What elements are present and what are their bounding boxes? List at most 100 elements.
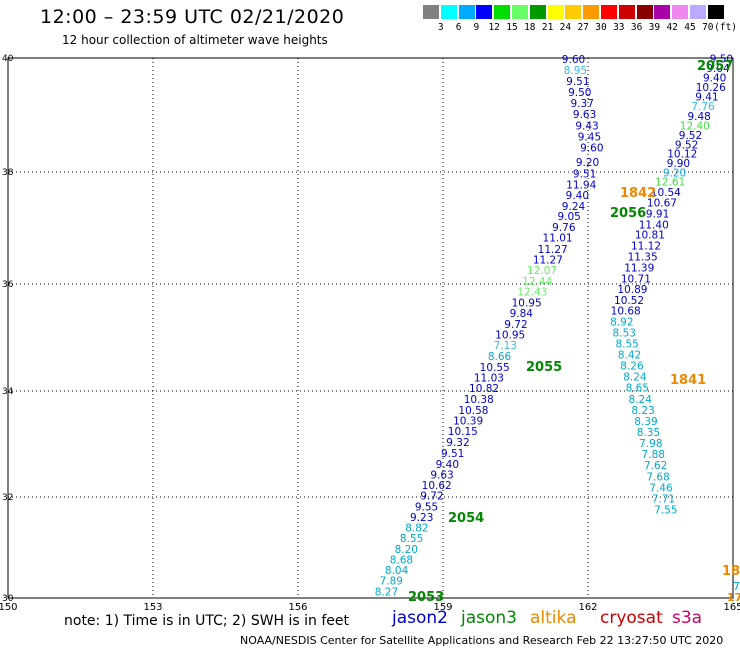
scale-swatch: [565, 5, 582, 19]
wave-height-value: 7.98: [639, 438, 662, 450]
wave-height-value: 12.61: [655, 176, 685, 188]
legend-jason2: jason2: [392, 608, 448, 628]
wave-height-value: 9.72: [420, 491, 443, 503]
wave-height-value: 9.40: [566, 190, 589, 202]
scale-label: 30: [595, 22, 607, 33]
axis-labels: 150 153 156 159 162 165 40 38 36 34 32 30: [0, 54, 740, 613]
wave-height-value: 8.35: [637, 427, 660, 439]
wave-height-value: 8.24: [623, 372, 647, 384]
wave-height-value: 8.53: [613, 327, 636, 339]
wave-height-value: 10.89: [617, 284, 647, 296]
pass-time-label: 2056: [610, 206, 646, 221]
wave-height-value: 8.26: [620, 361, 644, 373]
lat-tick-label: 32: [2, 493, 13, 503]
wave-height-value: 9.55: [415, 501, 438, 513]
wave-height-value: 8.92: [610, 316, 633, 328]
wave-height-value: 12.07: [527, 265, 557, 277]
map-frame: [7, 57, 734, 599]
scale-swatch: [547, 5, 564, 19]
wave-height-value: 10.95: [512, 297, 542, 309]
wave-height-value: 9.23: [410, 512, 433, 524]
wave-height-value: 8.24: [629, 394, 653, 406]
lon-tick-label: 162: [578, 602, 597, 613]
scale-swatch: [458, 5, 475, 19]
scale-swatch: [636, 5, 653, 19]
scale-label: 33: [613, 22, 625, 33]
wave-height-value: 10.26: [696, 82, 726, 94]
wave-height-value: 7.46: [649, 482, 673, 494]
wave-height-value: 7.88: [642, 449, 665, 461]
wave-height-value: 8.39: [634, 416, 657, 428]
wave-height-value: 12.43: [517, 287, 547, 299]
lon-tick-label: 153: [143, 602, 162, 613]
map-gridlines: [8, 58, 733, 598]
scale-label: 3: [437, 22, 444, 33]
wave-height-value: 10.55: [480, 362, 510, 374]
wave-height-value: 12.40: [680, 120, 710, 132]
clipped-label: 7: [733, 580, 740, 593]
wave-height-value: 8.20: [395, 544, 418, 556]
wave-height-value: 9.43: [575, 120, 598, 132]
wave-height-value: 11.01: [543, 233, 573, 245]
wave-height-value: 9.32: [446, 437, 469, 449]
wave-height-value: 9.20: [576, 157, 599, 169]
wave-height-value: 9.04: [706, 63, 730, 75]
lat-tick-label: 36: [2, 280, 14, 290]
scale-swatch: [583, 5, 600, 19]
wave-height-value: 9.84: [510, 308, 534, 320]
pass-time-label: 2054: [448, 511, 484, 526]
wave-height-value: 8.82: [405, 523, 428, 535]
wave-height-value: 9.24: [562, 201, 586, 213]
wave-height-value: 10.39: [453, 415, 483, 427]
wave-height-value: 9.63: [430, 469, 453, 481]
wave-height-value: 8.23: [631, 405, 654, 417]
wave-height-value: 10.62: [422, 480, 452, 492]
pass-time-label: 1842: [620, 186, 656, 201]
wave-height-value: 11.27: [538, 244, 568, 256]
wave-height-value: 9.60: [562, 54, 585, 66]
scale-swatch: [618, 5, 635, 19]
scale-swatch: [601, 5, 617, 19]
scale-label: 27: [577, 22, 589, 33]
scale-label: 42: [666, 22, 678, 33]
scale-swatch: [672, 5, 689, 19]
wave-height-value: 8.65: [626, 383, 649, 395]
wave-height-value: 8.68: [390, 554, 413, 566]
pass-time-label: 2053: [408, 590, 444, 605]
wave-height-value: 9.50: [710, 53, 733, 65]
wave-height-value: 9.20: [663, 168, 686, 180]
scale-label: 36: [630, 22, 643, 33]
wave-height-value: 10.95: [495, 330, 525, 342]
legend-s3a: s3a: [672, 608, 703, 628]
credit-line: NOAA/NESDIS Center for Satellite Applica…: [240, 634, 724, 647]
pass-2055: 8.6610.5511.0310.8210.3810.5810.3910.159…: [422, 351, 563, 492]
wave-height-value: 9.72: [504, 319, 527, 331]
wave-height-value: 9.51: [566, 76, 589, 88]
wave-height-value: 9.37: [571, 98, 594, 110]
lon-tick-label: 150: [0, 602, 18, 613]
scale-label: 15: [506, 22, 518, 33]
wave-height-value: 10.67: [647, 197, 677, 209]
wave-height-value: 10.58: [458, 405, 488, 417]
wave-height-value: 11.94: [566, 180, 596, 192]
scale-label: 70: [702, 22, 714, 33]
wave-height-value: 7.76: [691, 101, 715, 113]
pass-time-label: 1841: [670, 373, 706, 388]
scale-swatch: [707, 5, 724, 19]
lon-tick-label: 159: [433, 602, 452, 613]
wave-height-value: 11.39: [624, 262, 654, 274]
scale-swatch: [529, 5, 546, 19]
legend-jason3: jason3: [461, 608, 517, 628]
wave-height-value: 10.52: [614, 295, 644, 307]
wave-height-value: 7.62: [644, 460, 667, 472]
wave-height-value: 11.27: [533, 254, 563, 266]
scale-label: 24: [559, 22, 572, 33]
scale-label: 21: [541, 22, 554, 33]
clipped-label: 17: [727, 591, 740, 604]
wave-height-value: 10.38: [464, 394, 494, 406]
pass-1841: 8.928.538.558.428.268.248.658.248.238.39…: [610, 316, 706, 516]
wave-height-value: 8.55: [615, 338, 638, 350]
